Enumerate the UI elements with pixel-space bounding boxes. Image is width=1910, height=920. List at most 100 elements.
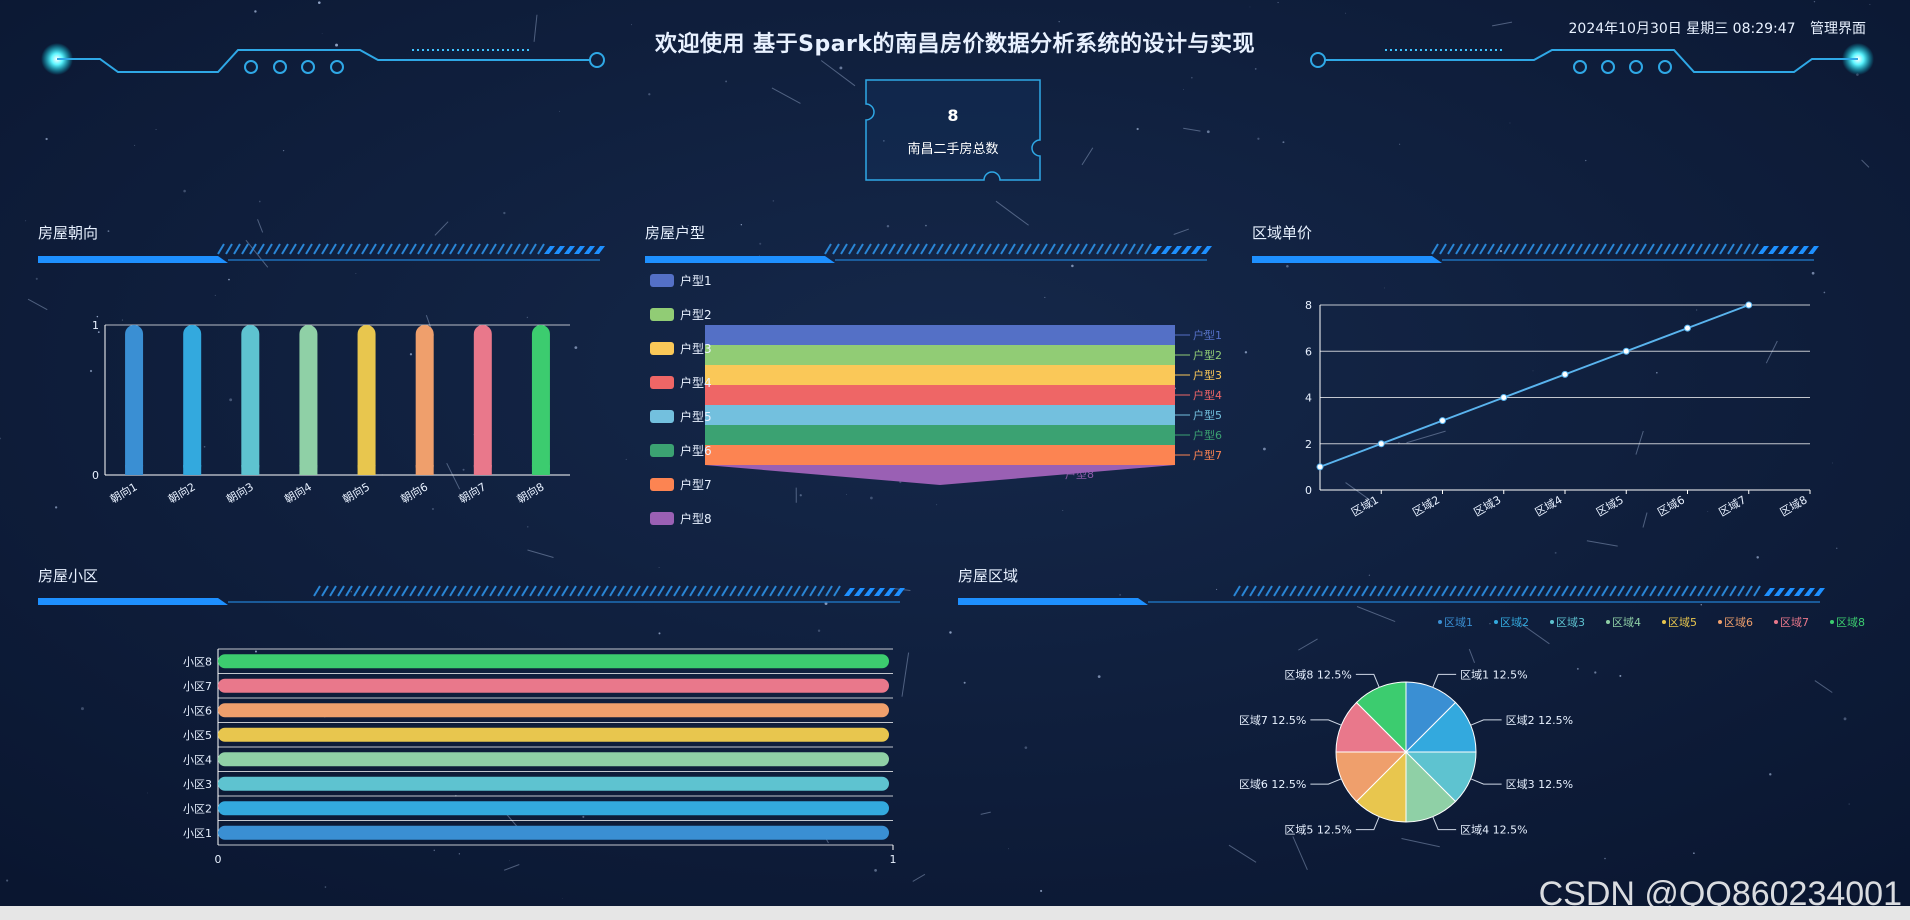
star <box>839 66 843 70</box>
legend-item[interactable]: 户型5 <box>650 408 712 425</box>
panel-hatch <box>1465 585 1473 597</box>
legend-item[interactable]: 户型3 <box>650 340 712 357</box>
star <box>433 849 435 852</box>
legend-item[interactable]: 户型8 <box>650 510 712 527</box>
panel-hatch <box>1687 243 1695 255</box>
star <box>936 504 938 506</box>
legend-marker <box>1662 620 1666 624</box>
legend-label: 区域5 <box>1668 616 1697 629</box>
legend-label: 户型1 <box>680 274 712 288</box>
panel-hatch <box>1479 243 1487 255</box>
panel-hatch <box>313 585 321 597</box>
panel-hatch-block <box>594 246 605 254</box>
panel-hatch-block <box>1794 588 1805 596</box>
legend-item[interactable]: 户型6 <box>650 442 712 459</box>
bar-base <box>473 465 492 475</box>
panel-hatch <box>585 585 593 597</box>
panel-hatch <box>1433 585 1441 597</box>
panel-hatch <box>1369 585 1377 597</box>
star <box>1191 76 1193 79</box>
star <box>1576 667 1579 670</box>
panel-hatch <box>960 243 968 255</box>
panel-hatch-block <box>1191 246 1202 254</box>
x-tick-label: 区域4 <box>1533 493 1565 519</box>
series-line <box>1319 304 1750 468</box>
panel-hatch <box>1385 585 1393 597</box>
particle-line <box>245 239 269 268</box>
particle-line <box>1586 540 1618 547</box>
star <box>1604 857 1606 860</box>
panel-hatch <box>1393 585 1401 597</box>
panel-hatch <box>864 243 872 255</box>
star <box>1813 0 1816 3</box>
district-price-line-chart: 0 2 4 6 8 区域1 区域2 区域3 区域4 区域5 区域6 区域7 区域8 <box>1305 299 1811 519</box>
bar <box>183 325 202 475</box>
panel-hatch <box>1104 243 1112 255</box>
panel-hatch <box>785 585 793 597</box>
panel-hatch <box>1441 585 1449 597</box>
bar-base <box>531 465 550 475</box>
particle-line <box>820 60 856 87</box>
panel-hatch <box>713 585 721 597</box>
legend-item[interactable]: 户型1 <box>650 272 712 289</box>
star <box>886 224 890 228</box>
panel-hatch <box>737 585 745 597</box>
panel-hatch <box>1711 243 1719 255</box>
star <box>45 137 48 141</box>
panel-hatch <box>1337 585 1345 597</box>
star <box>1399 143 1401 145</box>
panel-hatch <box>1713 585 1721 597</box>
legend-item[interactable]: 户型2 <box>650 306 712 323</box>
bar <box>218 752 889 767</box>
bottom-scrollbar[interactable] <box>0 906 1910 920</box>
star <box>1656 371 1658 374</box>
star <box>1058 20 1060 23</box>
star <box>1585 159 1587 162</box>
particle-line <box>1356 606 1396 622</box>
panel-hatch <box>1607 243 1615 255</box>
funnel-label: 户型5 <box>1193 408 1222 422</box>
panel-hatch <box>1569 585 1577 597</box>
star <box>1263 447 1266 451</box>
panel-hatch <box>1136 243 1144 255</box>
district-price-panel-title: 区域单价 <box>1252 224 1313 242</box>
legend-item[interactable]: 户型7 <box>650 476 712 493</box>
x-tick-label: 朝向3 <box>224 479 256 506</box>
star <box>874 868 877 872</box>
panel-hatch <box>1585 585 1593 597</box>
panel-hatch <box>1583 243 1591 255</box>
bar <box>241 325 260 475</box>
funnel-segment <box>705 365 1175 385</box>
star <box>687 224 689 227</box>
panel-hatch <box>1377 585 1385 597</box>
y-tick-label: 小区4 <box>183 753 212 766</box>
pie-label-line <box>1432 816 1457 831</box>
star <box>658 632 661 635</box>
particle-line <box>1406 430 1446 444</box>
panel-hatch <box>1529 585 1537 597</box>
legend-swatch <box>650 478 674 491</box>
panel-hatch-block <box>864 588 875 596</box>
star <box>146 792 148 794</box>
panel-hatch <box>393 585 401 597</box>
total-count-card: 8 南昌二手房总数 <box>866 80 1040 180</box>
panel-hatch <box>281 243 289 255</box>
star <box>582 815 585 818</box>
pie-label: 区域4 12.5% <box>1460 824 1527 837</box>
star <box>759 242 762 245</box>
admin-link[interactable]: 管理界面 <box>1810 21 1866 37</box>
panel-hatch <box>345 243 353 255</box>
panel-hatch-block <box>854 588 865 596</box>
panel-hatch <box>417 243 425 255</box>
panel-hatch <box>1241 585 1249 597</box>
panel-hatch <box>1689 585 1697 597</box>
particle-line <box>257 219 264 233</box>
star <box>355 273 357 274</box>
star <box>1811 271 1815 275</box>
legend-marker <box>1550 620 1554 624</box>
panel-hatch <box>449 243 457 255</box>
pie-label-line <box>1432 673 1457 688</box>
panel-hatch <box>225 243 233 255</box>
legend-item[interactable]: 户型4 <box>650 374 712 391</box>
